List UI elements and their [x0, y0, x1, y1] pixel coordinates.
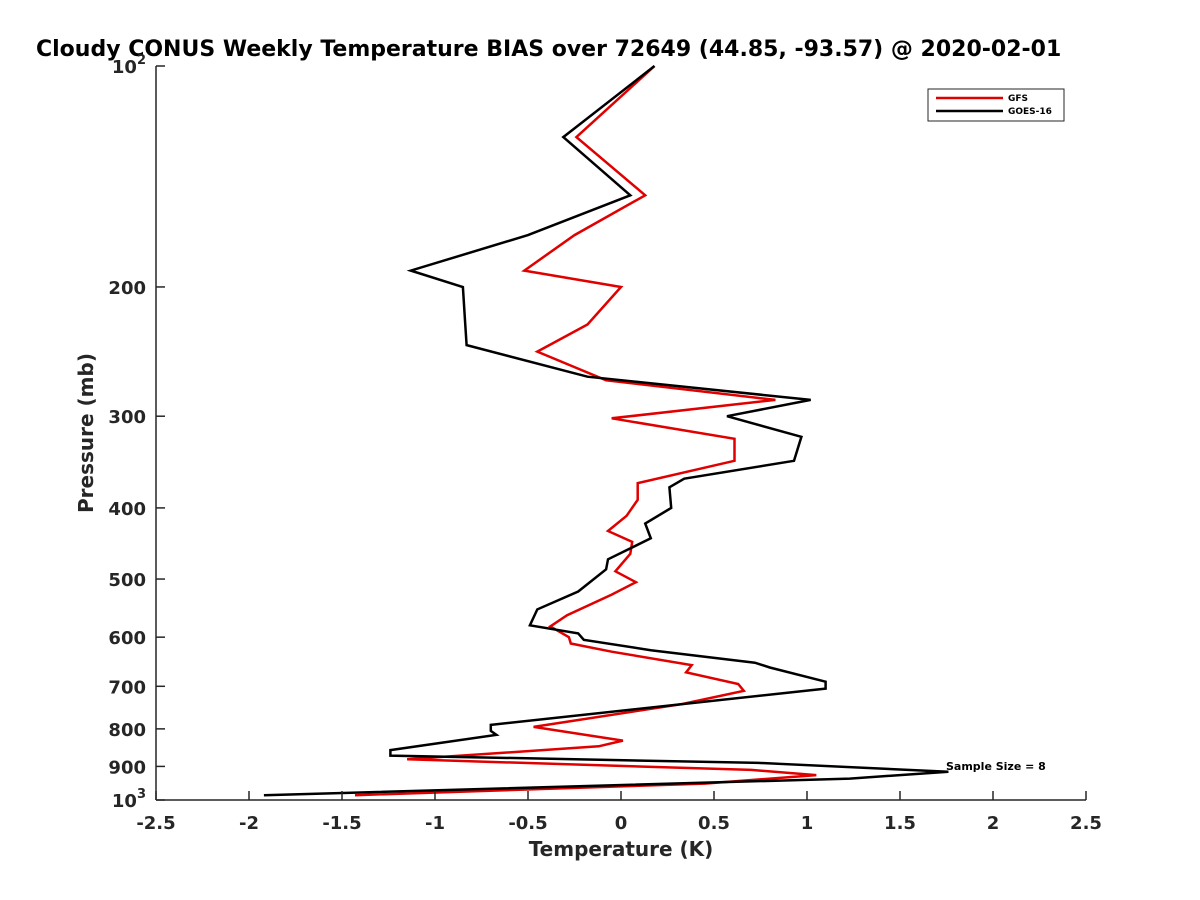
y-tick-label: 400 [108, 499, 146, 520]
legend-label-goes16: GOES-16 [1008, 107, 1052, 117]
x-tick-label: 2.5 [1070, 813, 1102, 834]
series-layer [263, 65, 949, 797]
y-tick-label: 500 [108, 570, 146, 591]
sample-size-annotation: Sample Size = 8 [946, 760, 1046, 773]
x-tick-label: 1 [801, 813, 814, 834]
y-ticks: 102 200 300 400 500 600 700 800 900 103 [108, 53, 165, 812]
y-tick-label: 103 [112, 787, 146, 812]
y-tick-label: 800 [108, 720, 146, 741]
y-tick-label: 600 [108, 628, 146, 649]
series-line-gfs [354, 65, 817, 797]
x-tick-label: 2 [987, 813, 1000, 834]
x-ticks: -2.5 -2 -1.5 -1 -0.5 0 0.5 1 1.5 2 2.5 [136, 791, 1102, 834]
legend: GFS GOES-16 [927, 88, 1065, 122]
y-tick-label: 700 [108, 677, 146, 698]
x-tick-label: -2 [239, 813, 259, 834]
y-tick-label: 200 [108, 278, 146, 299]
legend-box [927, 88, 1065, 122]
x-tick-label: -2.5 [136, 813, 175, 834]
x-tick-label: -1 [425, 813, 445, 834]
x-tick-label: -0.5 [508, 813, 547, 834]
series-line-goes16 [263, 65, 949, 797]
x-tick-label: 0 [615, 813, 628, 834]
y-axis-label: Pressure (mb) [74, 353, 98, 513]
x-tick-label: -1.5 [322, 813, 361, 834]
y-tick-label: 900 [108, 757, 146, 778]
chart-title: Cloudy CONUS Weekly Temperature BIAS ove… [36, 37, 1061, 62]
y-tick-label: 300 [108, 407, 146, 428]
x-tick-label: 0.5 [698, 813, 730, 834]
y-tick-label: 102 [112, 53, 146, 78]
x-axis-label: Temperature (K) [529, 837, 714, 861]
legend-label-gfs: GFS [1008, 94, 1028, 104]
x-tick-label: 1.5 [884, 813, 916, 834]
